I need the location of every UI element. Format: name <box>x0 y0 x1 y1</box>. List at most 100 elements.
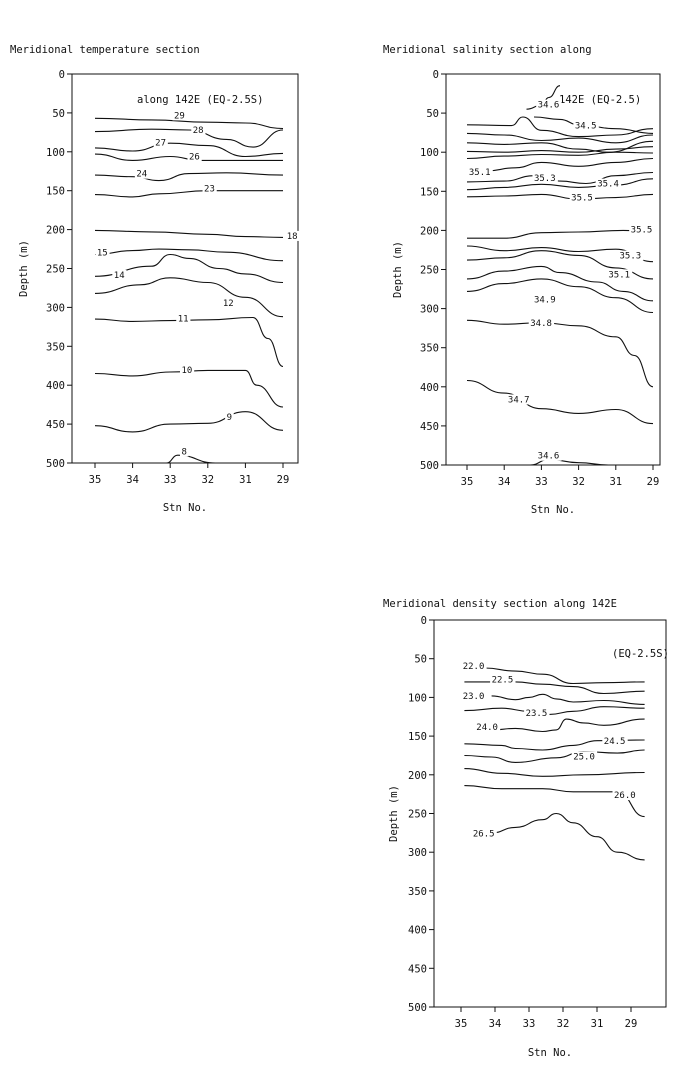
density-y-tick-label: 450 <box>408 963 427 975</box>
density-y-tick-label: 350 <box>408 886 427 898</box>
temperature-contour-line <box>94 248 284 262</box>
temperature-y-tick-label: 100 <box>46 147 65 159</box>
temperature-contour-label-bg <box>176 313 191 324</box>
density-contour-label-bg <box>490 674 516 685</box>
salinity-contour-line <box>466 229 654 239</box>
density-contour-label: 26.5 <box>473 830 495 840</box>
salinity-y-tick-label: 50 <box>426 108 439 120</box>
temperature-contour-line <box>94 411 284 433</box>
density-y-tick-label: 400 <box>408 925 427 937</box>
salinity-x-tick-label: 34 <box>498 476 511 488</box>
density-title-line-2: (EQ-2.5S) <box>612 648 669 660</box>
temperature-contour-line <box>94 253 284 284</box>
salinity-x-tick-label: 29 <box>647 476 660 488</box>
salinity-contour-line <box>466 245 654 263</box>
temperature-contour-label: 11 <box>178 314 189 324</box>
temperature-contour-line <box>94 172 284 182</box>
temperature-contour-line <box>94 277 284 318</box>
salinity-contour-line <box>466 265 654 302</box>
salinity-contour-label-bg <box>536 99 562 110</box>
salinity-contour-line <box>466 146 654 153</box>
density-x-tick-label: 31 <box>591 1018 604 1030</box>
temperature-contour-label: 12 <box>223 299 234 309</box>
salinity-y-tick-label: 200 <box>420 225 439 237</box>
salinity-y-tick-label: 400 <box>420 382 439 394</box>
temperature-panel: 0 50 100 150 200 250 300 350 400 450 500 35 34 33 32 31… <box>18 69 300 514</box>
temperature-contour-label: 27 <box>155 139 166 149</box>
salinity-y-tick-label: 350 <box>420 343 439 355</box>
salinity-y-axis-label: Depth (m) <box>392 241 404 298</box>
density-x-axis-label: Stn No. <box>528 1047 572 1059</box>
salinity-y-tick-label: 100 <box>420 147 439 159</box>
temperature-contour-line <box>94 190 283 198</box>
density-contour-label-bg <box>524 707 550 718</box>
temperature-x-tick-label: 32 <box>201 474 214 486</box>
salinity-contour-label: 34.8 <box>530 319 552 329</box>
salinity-x-tick-label: 35 <box>461 476 474 488</box>
salinity-contour-label-bg <box>606 269 633 280</box>
density-contour-line <box>464 739 645 751</box>
density-y-tick-label: 0 <box>421 615 427 627</box>
temperature-contour-label-bg <box>134 168 150 179</box>
salinity-contour-line <box>466 379 654 425</box>
density-x-tick-label: 32 <box>557 1018 570 1030</box>
density-contour-label-bg <box>461 690 487 701</box>
salinity-contour-label: 35.3 <box>534 174 556 184</box>
temperature-contour-line <box>94 142 284 158</box>
density-plot-frame <box>433 619 667 1008</box>
temperature-contour-label-bg <box>153 137 168 148</box>
temperature-contour-label-bg <box>202 183 217 194</box>
density-contour-line <box>491 718 645 733</box>
salinity-contour-line <box>466 319 654 388</box>
salinity-contour-label: 34.9 <box>534 295 556 305</box>
salinity-contour-line <box>466 250 654 280</box>
density-y-tick-label: 500 <box>408 1002 427 1014</box>
temperature-y-tick-label: 150 <box>46 186 65 198</box>
temperature-title-line-2: along 142E (EQ-2.5S) <box>137 94 264 106</box>
salinity-contour-label-bg <box>569 192 596 203</box>
temperature-contour-line <box>94 369 284 408</box>
temperature-contour-label-bg <box>225 412 234 423</box>
temperature-contour-label: 18 <box>287 232 298 242</box>
temperature-y-tick-label: 350 <box>46 341 65 353</box>
salinity-y-tick-label: 300 <box>420 304 439 316</box>
temperature-contour-label: 26 <box>189 153 200 163</box>
temperature-title: Meridional temperature section along 142… <box>10 13 263 123</box>
density-contour-line <box>464 768 645 777</box>
temperature-contour-label: 9 <box>227 413 232 423</box>
density-title-line-1: Meridional density section along 142E <box>383 598 617 610</box>
density-y-tick-label: 150 <box>408 731 427 743</box>
temperature-contour-label: 24 <box>136 170 147 180</box>
salinity-y-tick-label: 250 <box>420 265 439 277</box>
salinity-contour-label-bg <box>573 120 599 131</box>
temperature-contour-label-bg <box>179 364 195 375</box>
salinity-contour-line <box>466 278 654 314</box>
density-contour-label: 24.0 <box>476 723 498 733</box>
salinity-contour-label-bg <box>629 224 655 235</box>
salinity-title-line-1: Meridional salinity section along <box>383 44 592 56</box>
temperature-contour-line <box>94 229 284 238</box>
temperature-contour-line <box>94 117 284 130</box>
temperature-y-tick-label: 50 <box>52 108 65 120</box>
density-contour-label: 22.0 <box>463 662 485 672</box>
temperature-x-tick-label: 29 <box>277 474 290 486</box>
temperature-contour-label: 8 <box>181 447 186 457</box>
temperature-contour-label: 29 <box>174 111 185 121</box>
temperature-y-tick-label: 200 <box>46 225 65 237</box>
salinity-contour-label-bg <box>595 178 622 189</box>
salinity-contour-label: 35.4 <box>597 180 619 190</box>
salinity-contour-label: 34.6 <box>538 452 560 462</box>
temperature-x-tick-label: 33 <box>164 474 177 486</box>
salinity-contour-label-bg <box>532 173 558 184</box>
density-y-axis-label: Depth (m) <box>388 785 400 842</box>
temperature-y-tick-label: 500 <box>46 458 65 470</box>
salinity-contour-line <box>466 171 654 185</box>
salinity-contour-label-bg <box>618 250 644 261</box>
density-y-tick-label: 200 <box>408 770 427 782</box>
temperature-plot-frame <box>71 73 299 464</box>
density-contour-line <box>484 667 645 685</box>
temperature-title-line-1: Meridional temperature section <box>10 44 200 56</box>
temperature-contour-line <box>94 153 283 161</box>
density-x-tick-label: 29 <box>625 1018 638 1030</box>
density-contour-label-bg <box>602 735 628 746</box>
